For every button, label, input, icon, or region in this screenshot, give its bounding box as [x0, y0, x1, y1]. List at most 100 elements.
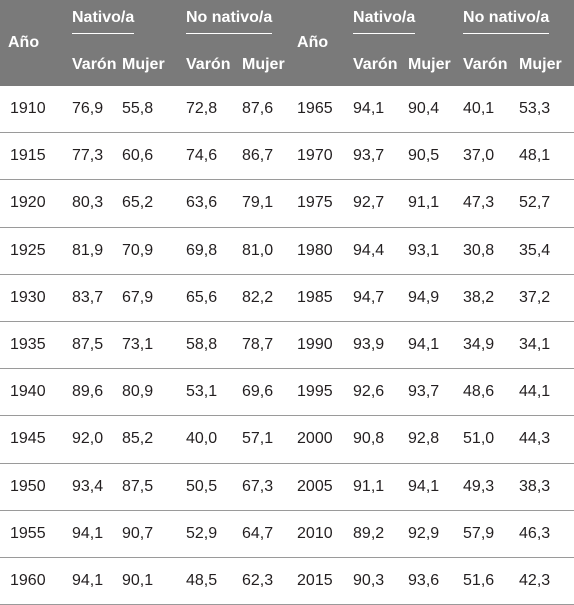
- native-female-cell: 60,6: [114, 132, 178, 181]
- year-cell: 1940: [0, 368, 64, 417]
- nonnative-female-cell: 44,3: [511, 415, 574, 464]
- male-header: Varón: [178, 43, 234, 86]
- nonnative-male-cell: 69,8: [178, 227, 234, 275]
- year-header-left: Año: [0, 0, 64, 86]
- nonnative-female-cell: 35,4: [511, 227, 574, 275]
- native-male-cell: 80,3: [64, 179, 114, 228]
- year-cell: 1925: [0, 227, 64, 275]
- nonnative-female-cell: 69,6: [234, 368, 290, 417]
- nonnative-male-cell: 48,5: [178, 557, 234, 605]
- year-cell: 2010: [289, 510, 346, 558]
- nonnative-male-cell: 47,3: [455, 179, 512, 228]
- nonnative-female-cell: 57,1: [234, 415, 290, 464]
- year-cell: 2015: [289, 557, 346, 605]
- table-row: 1940 89,6 80,9 53,1 69,6 1995 92,6 93,7 48,6 44,1: [0, 368, 574, 417]
- male-header: Varón: [455, 43, 512, 86]
- native-male-cell: 87,5: [64, 321, 114, 370]
- native-male-cell: 92,7: [345, 179, 401, 228]
- nonnative-female-cell: 42,3: [511, 557, 574, 605]
- nonnative-female-cell: 86,7: [234, 132, 290, 181]
- native-female-cell: 90,4: [400, 86, 456, 134]
- year-header-right: Año: [289, 0, 346, 86]
- native-female-cell: 85,2: [114, 415, 178, 464]
- native-female-cell: 70,9: [114, 227, 178, 275]
- nonnative-female-cell: 82,2: [234, 274, 290, 322]
- nonnative-male-cell: 57,9: [455, 510, 512, 558]
- table-row: 1960 94,1 90,1 48,5 62,3 2015 90,3 93,6 51,6 42,3: [0, 557, 574, 605]
- male-header: Varón: [64, 43, 116, 86]
- nonnative-female-cell: 52,7: [511, 179, 574, 228]
- native-female-cell: 87,5: [114, 463, 178, 511]
- nonnative-male-cell: 72,8: [178, 86, 234, 134]
- year-cell: 1975: [289, 179, 346, 228]
- year-cell: 1960: [0, 557, 64, 605]
- nonnative-group-label: No nativo/a: [463, 9, 550, 34]
- table-row: 1920 80,3 65,2 63,6 79,1 1975 92,7 91,1 47,3 52,7: [0, 179, 574, 228]
- native-group-header-left: Nativo/a: [64, 0, 178, 43]
- nonnative-female-cell: 53,3: [511, 86, 574, 134]
- nonnative-male-cell: 30,8: [455, 227, 512, 275]
- native-group-label: Nativo/a: [72, 9, 135, 34]
- native-female-cell: 80,9: [114, 368, 178, 417]
- nonnative-male-cell: 52,9: [178, 510, 234, 558]
- table-row: 1930 83,7 67,9 65,6 82,2 1985 94,7 94,9 38,2 37,2: [0, 274, 574, 322]
- native-male-cell: 92,6: [345, 368, 401, 417]
- table-row: 1910 76,9 55,8 72,8 87,6 1965 94,1 90,4 40,1 53,3: [0, 86, 574, 134]
- nonnative-male-cell: 74,6: [178, 132, 234, 181]
- native-female-cell: 67,9: [114, 274, 178, 322]
- nonnative-male-cell: 37,0: [455, 132, 512, 181]
- year-cell: 1930: [0, 274, 64, 322]
- native-female-cell: 90,1: [114, 557, 178, 605]
- native-female-cell: 73,1: [114, 321, 178, 370]
- year-cell: 1990: [289, 321, 346, 370]
- year-cell: 1980: [289, 227, 346, 275]
- nonnative-male-cell: 58,8: [178, 321, 234, 370]
- nonnative-female-cell: 67,3: [234, 463, 290, 511]
- native-female-cell: 92,9: [400, 510, 456, 558]
- native-male-cell: 89,2: [345, 510, 401, 558]
- nonnative-male-cell: 49,3: [455, 463, 512, 511]
- native-male-cell: 90,8: [345, 415, 401, 464]
- native-female-cell: 91,1: [400, 179, 456, 228]
- nonnative-male-cell: 51,6: [455, 557, 512, 605]
- native-female-cell: 93,7: [400, 368, 456, 417]
- table-header: Año Nativo/a No nativo/a Año Nativo/a No…: [0, 0, 574, 86]
- native-male-cell: 92,0: [64, 415, 114, 464]
- nonnative-female-cell: 87,6: [234, 86, 290, 134]
- native-group-header-right: Nativo/a: [345, 0, 456, 43]
- native-female-cell: 94,1: [400, 321, 456, 370]
- nonnative-group-header-left: No nativo/a: [178, 0, 290, 43]
- native-male-cell: 93,7: [345, 132, 401, 181]
- native-male-cell: 91,1: [345, 463, 401, 511]
- nonnative-female-cell: 44,1: [511, 368, 574, 417]
- native-male-cell: 89,6: [64, 368, 114, 417]
- year-cell: 2005: [289, 463, 346, 511]
- year-cell: 1985: [289, 274, 346, 322]
- nonnative-male-cell: 65,6: [178, 274, 234, 322]
- nonnative-female-cell: 46,3: [511, 510, 574, 558]
- female-header: Mujer: [114, 43, 178, 86]
- native-group-label: Nativo/a: [353, 9, 416, 34]
- female-header: Mujer: [400, 43, 456, 86]
- native-female-cell: 94,1: [400, 463, 456, 511]
- nonnative-group-label: No nativo/a: [186, 9, 273, 34]
- native-male-cell: 94,1: [345, 86, 401, 134]
- nonnative-male-cell: 38,2: [455, 274, 512, 322]
- native-male-cell: 76,9: [64, 86, 114, 134]
- native-female-cell: 92,8: [400, 415, 456, 464]
- table-row: 1915 77,3 60,6 74,6 86,7 1970 93,7 90,5 37,0 48,1: [0, 132, 574, 181]
- year-cell: 1965: [289, 86, 346, 134]
- native-male-cell: 90,3: [345, 557, 401, 605]
- nonnative-male-cell: 48,6: [455, 368, 512, 417]
- nonnative-female-cell: 62,3: [234, 557, 290, 605]
- year-cell: 2000: [289, 415, 346, 464]
- native-male-cell: 94,4: [345, 227, 401, 275]
- nonnative-female-cell: 81,0: [234, 227, 290, 275]
- native-female-cell: 93,1: [400, 227, 456, 275]
- native-male-cell: 83,7: [64, 274, 114, 322]
- year-cell: 1955: [0, 510, 64, 558]
- nonnative-male-cell: 50,5: [178, 463, 234, 511]
- nonnative-male-cell: 40,0: [178, 415, 234, 464]
- nonnative-male-cell: 53,1: [178, 368, 234, 417]
